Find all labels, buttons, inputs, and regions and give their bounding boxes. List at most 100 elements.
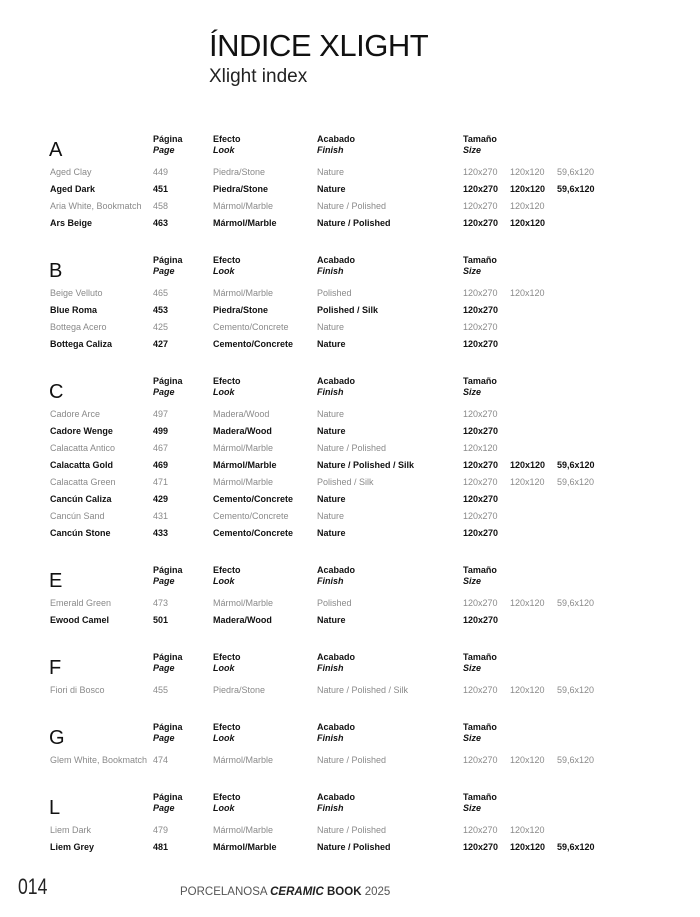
look: Mármol/Marble bbox=[213, 443, 274, 453]
column-label-en: Size bbox=[463, 803, 482, 813]
finish: Nature / Polished / Silk bbox=[317, 460, 415, 470]
page-ref: 458 bbox=[153, 201, 169, 211]
look: Piedra/Stone bbox=[213, 184, 269, 194]
size: 120x270 bbox=[463, 426, 499, 436]
column-label-en: Finish bbox=[317, 576, 344, 586]
column-label-en: Look bbox=[213, 803, 235, 813]
look: Piedra/Stone bbox=[213, 685, 266, 695]
size: 59,6x120 bbox=[557, 755, 595, 765]
size: 120x120 bbox=[510, 218, 546, 228]
size: 59,6x120 bbox=[557, 460, 595, 470]
look: Mármol/Marble bbox=[213, 460, 277, 470]
page-ref: 463 bbox=[153, 218, 169, 228]
column-header-page: Página Page bbox=[153, 722, 183, 744]
product-name: Bottega Acero bbox=[50, 322, 107, 332]
section-header: F Página Page Efecto Look Acabado Finish Tamaño… bbox=[0, 652, 700, 682]
index-section: E Página Page Efecto Look Acabado Finish Tamaño… bbox=[0, 565, 700, 629]
page-ref: 479 bbox=[153, 825, 169, 835]
size: 120x120 bbox=[510, 201, 545, 211]
look: Cemento/Concrete bbox=[213, 528, 294, 538]
column-header-look: Efecto Look bbox=[213, 565, 241, 587]
finish: Nature bbox=[317, 494, 346, 504]
column-label-es: Página bbox=[153, 565, 183, 575]
page-ref: 469 bbox=[153, 460, 169, 470]
page-number: 014 bbox=[18, 874, 48, 899]
column-label-es: Tamaño bbox=[463, 722, 497, 732]
size: 120x270 bbox=[463, 842, 499, 852]
finish: Nature / Polished / Silk bbox=[317, 685, 409, 695]
page-ref: 427 bbox=[153, 339, 169, 349]
size: 120x120 bbox=[510, 755, 545, 765]
product-name: Cadore Wenge bbox=[50, 426, 113, 436]
look: Madera/Wood bbox=[213, 409, 270, 419]
column-label-en: Finish bbox=[317, 803, 344, 813]
look: Mármol/Marble bbox=[213, 218, 277, 228]
column-header-look: Efecto Look bbox=[213, 134, 241, 156]
look: Mármol/Marble bbox=[213, 477, 274, 487]
index-section: C Página Page Efecto Look Acabado Finish Tamaño… bbox=[0, 376, 700, 542]
product-name: Aria White, Bookmatch bbox=[50, 201, 142, 211]
finish: Nature / Polished bbox=[317, 755, 387, 765]
column-header-look: Efecto Look bbox=[213, 376, 241, 398]
product-name: Cancún Sand bbox=[50, 511, 105, 521]
table-row: Aged Dark 451 Piedra/Stone Nature 120x270 120… bbox=[0, 181, 700, 198]
look: Madera/Wood bbox=[213, 426, 272, 436]
column-label-es: Página bbox=[153, 652, 183, 662]
look: Madera/Wood bbox=[213, 615, 272, 625]
table-row: Bottega Acero 425 Cemento/Concrete Nature 12… bbox=[0, 319, 700, 336]
column-label-en: Page bbox=[153, 803, 175, 813]
page-title: ÍNDICE XLIGHT bbox=[209, 28, 429, 63]
size: 120x270 bbox=[463, 598, 498, 608]
look: Mármol/Marble bbox=[213, 288, 274, 298]
column-label-en: Look bbox=[213, 576, 235, 586]
column-header-size: Tamaño Size bbox=[463, 134, 497, 156]
page-ref: 497 bbox=[153, 409, 169, 419]
finish: Polished / Silk bbox=[317, 305, 379, 315]
column-header-look: Efecto Look bbox=[213, 722, 241, 744]
column-label-en: Finish bbox=[317, 387, 344, 397]
footer-brand: PORCELANOSA bbox=[180, 886, 267, 898]
column-label-en: Size bbox=[463, 266, 482, 276]
table-row: Emerald Green 473 Mármol/Marble Polished 120… bbox=[0, 595, 700, 612]
table-row: Glem White, Bookmatch 474 Mármol/Marble Nat… bbox=[0, 752, 700, 769]
section-letter: E bbox=[49, 570, 63, 592]
table-row: Calacatta Green 471 Mármol/Marble Polished … bbox=[0, 474, 700, 491]
column-header-finish: Acabado Finish bbox=[317, 376, 355, 398]
section-header: B Página Page Efecto Look Acabado Finish Tamaño… bbox=[0, 255, 700, 285]
column-label-en: Page bbox=[153, 576, 175, 586]
size: 120x270 bbox=[463, 477, 498, 487]
column-header-finish: Acabado Finish bbox=[317, 255, 355, 277]
page-ref: 501 bbox=[153, 615, 169, 625]
column-header-look: Efecto Look bbox=[213, 652, 241, 674]
column-label-es: Página bbox=[153, 792, 183, 802]
table-row: Liem Dark 479 Mármol/Marble Nature / Polish… bbox=[0, 822, 700, 839]
size: 120x270 bbox=[463, 184, 499, 194]
product-name: Glem White, Bookmatch bbox=[50, 755, 148, 765]
size: 120x270 bbox=[463, 339, 499, 349]
size: 59,6x120 bbox=[557, 842, 595, 852]
column-header-finish: Acabado Finish bbox=[317, 722, 355, 744]
size: 120x270 bbox=[463, 615, 499, 625]
column-label-es: Efecto bbox=[213, 722, 241, 732]
size: 120x270 bbox=[463, 218, 499, 228]
page-ref: 455 bbox=[153, 685, 169, 695]
column-header-finish: Acabado Finish bbox=[317, 792, 355, 814]
size: 120x120 bbox=[510, 460, 546, 470]
finish: Nature bbox=[317, 409, 345, 419]
finish: Nature bbox=[317, 339, 346, 349]
column-label-en: Size bbox=[463, 663, 482, 673]
section-header: C Página Page Efecto Look Acabado Finish Tamaño… bbox=[0, 376, 700, 406]
finish: Nature / Polished bbox=[317, 825, 387, 835]
size: 120x270 bbox=[463, 685, 498, 695]
column-label-es: Página bbox=[153, 255, 183, 265]
size: 120x120 bbox=[510, 842, 546, 852]
section-letter: F bbox=[49, 657, 62, 679]
column-label-en: Look bbox=[213, 145, 235, 155]
product-name: Liem Dark bbox=[50, 825, 92, 835]
column-label-en: Look bbox=[213, 387, 235, 397]
column-label-es: Acabado bbox=[317, 376, 356, 386]
column-label-en: Page bbox=[153, 663, 175, 673]
column-header-look: Efecto Look bbox=[213, 255, 241, 277]
column-label-es: Acabado bbox=[317, 652, 356, 662]
table-row: Liem Grey 481 Mármol/Marble Nature / Polish… bbox=[0, 839, 700, 856]
